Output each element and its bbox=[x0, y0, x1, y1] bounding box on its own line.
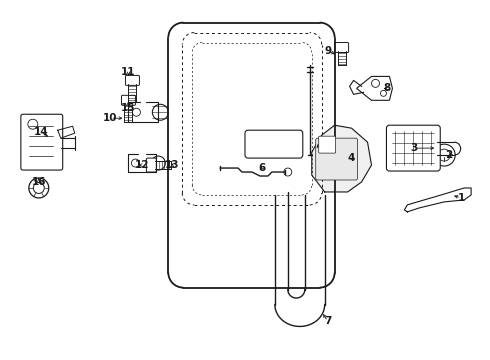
Text: 6: 6 bbox=[258, 163, 266, 173]
Circle shape bbox=[152, 104, 168, 120]
Text: 15: 15 bbox=[121, 103, 136, 113]
FancyBboxPatch shape bbox=[387, 125, 440, 171]
Text: 4: 4 bbox=[348, 153, 355, 163]
Text: 10: 10 bbox=[103, 113, 118, 123]
Circle shape bbox=[438, 149, 450, 161]
FancyBboxPatch shape bbox=[318, 136, 336, 153]
Text: 2: 2 bbox=[445, 150, 453, 160]
Text: 5: 5 bbox=[318, 137, 325, 147]
FancyBboxPatch shape bbox=[245, 130, 303, 158]
Circle shape bbox=[28, 119, 38, 129]
Text: 14: 14 bbox=[33, 127, 48, 137]
FancyBboxPatch shape bbox=[335, 42, 348, 53]
Text: 1: 1 bbox=[458, 193, 465, 203]
Circle shape bbox=[151, 156, 165, 170]
Text: 9: 9 bbox=[324, 45, 331, 55]
FancyBboxPatch shape bbox=[125, 75, 140, 85]
Circle shape bbox=[29, 178, 49, 198]
Text: 7: 7 bbox=[324, 316, 331, 327]
Text: 16: 16 bbox=[31, 177, 46, 187]
Circle shape bbox=[371, 80, 379, 87]
Circle shape bbox=[380, 90, 387, 96]
Text: 13: 13 bbox=[165, 160, 179, 170]
Circle shape bbox=[131, 159, 140, 167]
Polygon shape bbox=[357, 76, 392, 100]
FancyBboxPatch shape bbox=[147, 158, 156, 172]
Text: 3: 3 bbox=[411, 143, 418, 153]
Polygon shape bbox=[312, 125, 371, 192]
Text: 12: 12 bbox=[135, 160, 149, 170]
FancyBboxPatch shape bbox=[122, 95, 135, 105]
Circle shape bbox=[132, 108, 141, 116]
Circle shape bbox=[284, 168, 292, 176]
Circle shape bbox=[433, 144, 455, 166]
Text: 11: 11 bbox=[121, 67, 136, 77]
FancyBboxPatch shape bbox=[21, 114, 63, 170]
FancyBboxPatch shape bbox=[316, 138, 358, 180]
Circle shape bbox=[33, 183, 44, 193]
Text: 8: 8 bbox=[384, 84, 391, 93]
